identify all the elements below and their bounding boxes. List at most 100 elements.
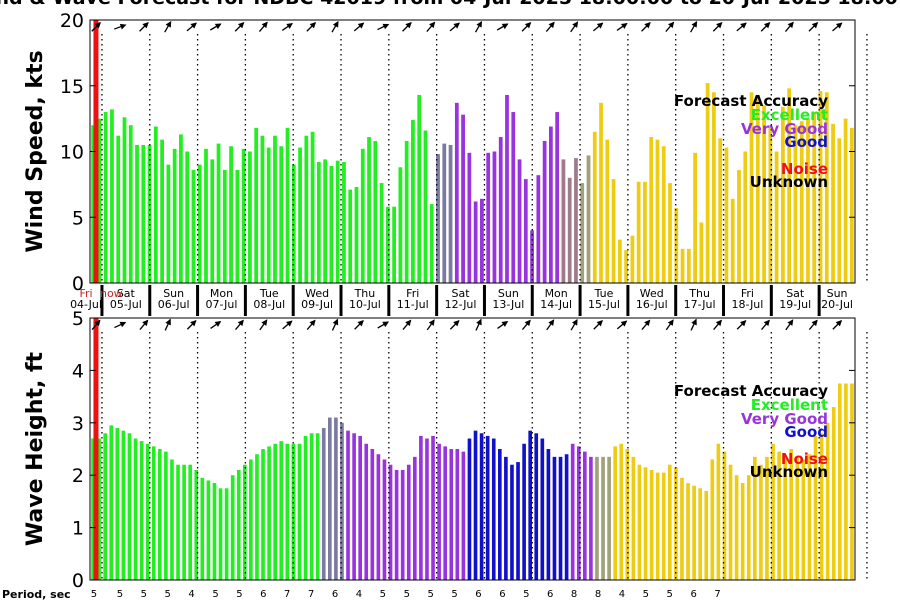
- wave-bar: [783, 456, 787, 580]
- wave-bar: [643, 467, 648, 580]
- chart-title: Wind & Wave Forecast for NDBC 42019 from…: [0, 0, 900, 9]
- wind-direction-arrow: [282, 320, 293, 330]
- day-date: 13-Jul: [492, 298, 524, 311]
- arrow-head: [142, 319, 149, 327]
- wind-direction-arrow: [808, 22, 819, 32]
- wave-bar: [801, 459, 806, 580]
- wave-bar: [212, 483, 217, 580]
- period-value: 5: [91, 589, 97, 600]
- wind-bar: [436, 154, 440, 283]
- wind-bar: [636, 181, 641, 283]
- wave-bar: [400, 469, 405, 580]
- day-name: Fri: [741, 287, 754, 300]
- wind-direction-arrow: [713, 319, 722, 331]
- wave-bar: [613, 446, 617, 580]
- wind-direction-arrow: [665, 21, 675, 33]
- wind-bar: [668, 183, 672, 283]
- wind-bar: [335, 160, 340, 283]
- y-tick-label: 0: [72, 273, 84, 295]
- wind-direction-arrow: [761, 319, 770, 331]
- wind-bar: [304, 135, 309, 283]
- wave-bar: [625, 449, 630, 580]
- wave-bar: [771, 443, 775, 580]
- period-value: 8: [595, 589, 601, 600]
- wave-bar: [716, 443, 721, 580]
- wind-direction-arrow: [449, 320, 460, 330]
- wave-bar: [813, 435, 818, 580]
- wave-bar: [376, 454, 381, 580]
- wave-bar: [589, 456, 593, 580]
- wave-bar: [133, 438, 138, 580]
- period-value: 5: [141, 589, 147, 600]
- wind-bar: [310, 131, 315, 283]
- wave-bar: [109, 425, 114, 580]
- arrow-head: [429, 21, 436, 29]
- wave-bar: [406, 464, 411, 580]
- period-row: Period, sec 5 5 5 5 4 5 5 6 7 7 6 4 5 5 5 5 6 6 5 6 8 8 4 5 5 6 7: [2, 588, 721, 600]
- y-tick-label: 1: [72, 518, 84, 540]
- wind-bar: [122, 117, 127, 283]
- wind-direction-arrow: [235, 319, 244, 331]
- wave-bar: [188, 464, 192, 580]
- wave-bar: [825, 422, 830, 580]
- wind-direction-arrow: [616, 320, 628, 330]
- arrow-head: [453, 22, 460, 29]
- arrow-head: [524, 319, 531, 327]
- wave-bar: [249, 459, 253, 580]
- arrow-head: [620, 320, 628, 327]
- wind-bar: [661, 146, 666, 283]
- day-name: Tue: [594, 287, 614, 300]
- wind-direction-arrow: [91, 319, 101, 331]
- wind-bar: [191, 169, 196, 283]
- y-tick-label: 5: [72, 207, 84, 229]
- period-value: 5: [667, 589, 673, 600]
- wave-bar: [139, 441, 144, 580]
- wind-direction-arrow: [474, 20, 483, 33]
- wind-direction-arrow: [616, 22, 628, 31]
- wave-bar: [164, 451, 168, 580]
- wave-bar: [807, 454, 812, 580]
- wave-bar: [413, 456, 417, 580]
- wave-bar: [297, 443, 302, 580]
- arrow-head: [501, 320, 509, 327]
- wind-bar: [172, 148, 177, 283]
- wind-bar: [730, 198, 735, 283]
- period-value: 5: [212, 589, 218, 600]
- wind-bar: [442, 143, 447, 283]
- arrow-head: [668, 21, 675, 29]
- wave-bar: [158, 449, 162, 580]
- wave-bar: [340, 422, 344, 580]
- wind-direction-arrow: [139, 319, 149, 331]
- wind-bar: [404, 140, 409, 283]
- wind-direction-arrow: [785, 319, 794, 331]
- wind-direction-arrow: [186, 320, 197, 330]
- wave-bar: [467, 438, 472, 580]
- wave-bar: [680, 477, 684, 580]
- legend-item-excellent: Excellent: [751, 106, 828, 124]
- wave-bar: [570, 443, 575, 580]
- arrow-head: [787, 21, 794, 29]
- wind-bar: [843, 118, 848, 284]
- arrow-head: [596, 22, 604, 29]
- wave-bar: [91, 438, 95, 580]
- wave-bar: [382, 459, 387, 580]
- wind-direction-arrow: [449, 22, 460, 32]
- wind-direction-arrow: [546, 319, 555, 331]
- wind-bar: [605, 139, 610, 283]
- wind-bar: [97, 118, 102, 284]
- wave-bar: [607, 456, 611, 580]
- legend-item-excellent: Excellent: [751, 396, 828, 414]
- wind-direction-arrow: [521, 319, 531, 331]
- period-value: 6: [690, 589, 696, 600]
- arrow-head: [572, 318, 578, 326]
- wind-bar: [448, 144, 453, 283]
- period-value: 6: [547, 589, 553, 600]
- wind-bar: [824, 92, 829, 283]
- wave-bar: [267, 446, 271, 580]
- period-value: 4: [619, 589, 625, 600]
- wave-bar: [686, 483, 690, 580]
- wind-bar: [781, 106, 785, 283]
- wave-bar: [710, 459, 715, 580]
- wind-direction-arrow: [164, 318, 171, 331]
